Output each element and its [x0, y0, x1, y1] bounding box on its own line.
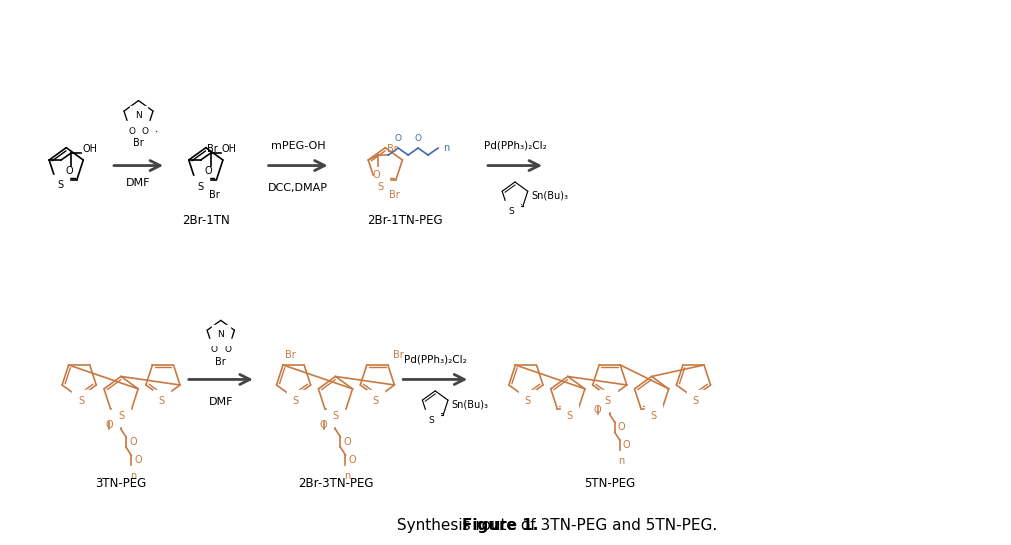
Text: n: n [129, 471, 136, 481]
Text: O: O [210, 344, 217, 354]
Text: S: S [78, 396, 84, 406]
Text: O: O [593, 405, 602, 415]
Text: N: N [217, 330, 224, 339]
Text: S: S [372, 396, 379, 406]
Text: 2Br-3TN-PEG: 2Br-3TN-PEG [297, 477, 373, 490]
Text: OH: OH [221, 144, 237, 154]
Text: S: S [197, 182, 203, 192]
Text: Pd(PPh₃)₂Cl₂: Pd(PPh₃)₂Cl₂ [483, 141, 546, 150]
Text: S: S [158, 396, 164, 406]
Text: Sn(Bu)₃: Sn(Bu)₃ [451, 399, 488, 409]
Text: Pd(PPh₃)₂Cl₂: Pd(PPh₃)₂Cl₂ [403, 355, 466, 365]
Text: S: S [118, 411, 124, 421]
Text: mPEG-OH: mPEG-OH [271, 141, 326, 150]
Text: N: N [135, 111, 142, 120]
Text: O: O [618, 422, 626, 432]
Text: S: S [525, 396, 531, 406]
Text: S: S [566, 411, 572, 421]
Text: S: S [333, 411, 339, 421]
Text: n: n [345, 471, 351, 481]
Text: DMF: DMF [208, 397, 233, 407]
Text: O: O [66, 166, 73, 176]
Text: Figure 1.: Figure 1. [462, 518, 538, 533]
Text: Br: Br [393, 350, 403, 360]
Text: Br: Br [386, 144, 397, 154]
Text: O: O [623, 440, 630, 450]
Text: S: S [509, 207, 515, 216]
Text: 2Br-1TN: 2Br-1TN [182, 214, 229, 227]
Text: Br: Br [215, 356, 226, 367]
Text: S: S [429, 416, 435, 425]
Text: S: S [58, 180, 64, 190]
Text: 5TN-PEG: 5TN-PEG [584, 477, 635, 490]
Text: O: O [372, 170, 380, 180]
Text: S: S [377, 182, 383, 192]
Text: DCC,DMAP: DCC,DMAP [268, 184, 329, 193]
Text: O: O [134, 455, 142, 465]
Text: S: S [292, 396, 298, 406]
Text: O: O [224, 344, 232, 354]
Text: O: O [415, 134, 422, 143]
Text: Br: Br [285, 350, 296, 360]
Text: O: O [205, 166, 212, 176]
Text: S: S [693, 396, 699, 406]
Text: Br: Br [207, 144, 218, 154]
Text: O: O [349, 455, 356, 465]
Text: n: n [443, 143, 449, 153]
Text: O: O [129, 437, 136, 447]
Text: O: O [344, 437, 351, 447]
Text: O: O [394, 134, 401, 143]
Text: Br: Br [133, 138, 144, 148]
Text: OH: OH [82, 144, 97, 154]
Text: O: O [128, 126, 135, 136]
Text: O: O [319, 420, 328, 430]
Text: 3TN-PEG: 3TN-PEG [95, 477, 147, 490]
Text: Br: Br [209, 190, 219, 200]
Text: 2Br-1TN-PEG: 2Br-1TN-PEG [367, 214, 443, 227]
Text: Sn(Bu)₃: Sn(Bu)₃ [531, 190, 568, 201]
Text: S: S [605, 396, 611, 406]
Text: DMF: DMF [126, 178, 151, 189]
Text: O: O [142, 126, 149, 136]
Text: S: S [650, 411, 656, 421]
Text: Br: Br [388, 190, 399, 200]
Text: Synthesis route of 3TN-PEG and 5TN-PEG.: Synthesis route of 3TN-PEG and 5TN-PEG. [392, 518, 718, 533]
Text: n: n [619, 456, 625, 466]
Text: O: O [105, 420, 113, 430]
